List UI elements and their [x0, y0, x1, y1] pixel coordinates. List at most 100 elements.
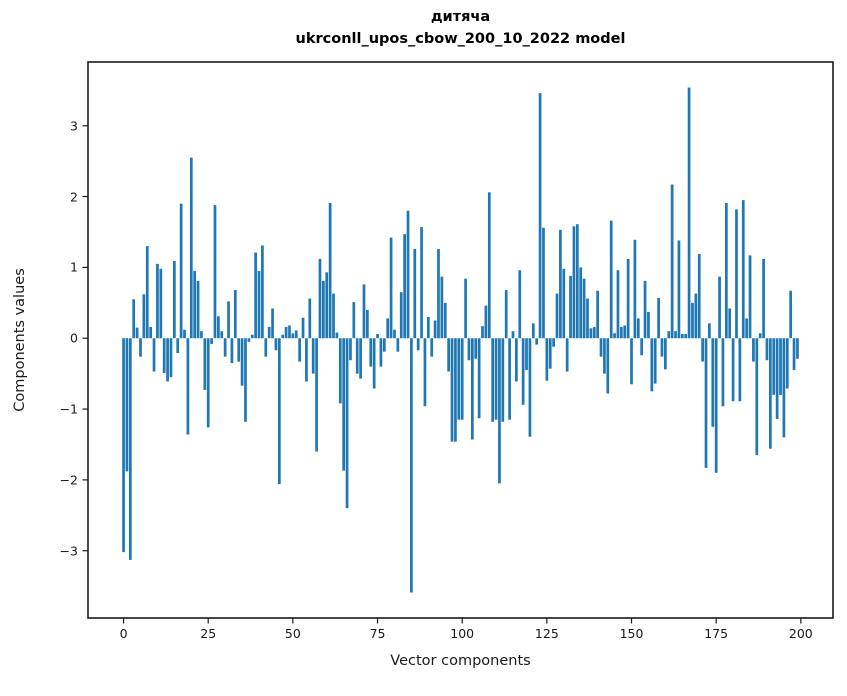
bar: [145, 246, 149, 339]
bar: [592, 326, 596, 339]
bar: [142, 294, 146, 339]
bar: [322, 280, 325, 339]
bar: [501, 338, 505, 422]
bar: [183, 329, 186, 339]
bar: [169, 338, 173, 378]
bar: [579, 267, 583, 339]
y-tick-label: 2: [70, 189, 78, 205]
bar: [515, 338, 518, 382]
bar: [264, 338, 268, 357]
bar: [257, 270, 261, 339]
bar: [454, 338, 457, 442]
bar: [569, 275, 572, 339]
bar: [308, 298, 312, 339]
bar: [325, 272, 329, 339]
bar: [223, 338, 227, 357]
bar: [691, 302, 694, 339]
x-tick-label: 75: [369, 626, 386, 641]
x-tick-label: 175: [704, 626, 729, 641]
bar: [542, 227, 545, 339]
bar: [525, 338, 528, 371]
bar: [559, 229, 562, 339]
bar: [122, 338, 125, 553]
bar: [704, 338, 708, 468]
bar: [575, 224, 579, 339]
bar: [613, 333, 616, 339]
bar: [711, 338, 715, 427]
bar: [369, 338, 373, 367]
bar: [484, 305, 488, 339]
bar: [765, 338, 769, 361]
y-axis-label: Components values: [12, 268, 28, 412]
bar: [315, 338, 318, 452]
bar: [376, 333, 379, 339]
bar: [332, 293, 335, 339]
bar: [792, 338, 796, 371]
bar: [420, 227, 423, 339]
bar: [650, 338, 654, 392]
bar: [423, 338, 427, 407]
bar: [752, 338, 755, 362]
bar: [599, 338, 603, 357]
bar: [443, 302, 447, 339]
bar: [220, 331, 224, 339]
bar: [135, 327, 139, 339]
bar: [708, 323, 711, 339]
bar: [430, 338, 434, 357]
bar: [511, 331, 515, 339]
bar: [193, 270, 197, 339]
bar: [311, 338, 315, 374]
bar: [653, 338, 657, 384]
bar: [582, 278, 586, 339]
bar: [633, 239, 637, 339]
bar: [677, 240, 681, 339]
bar: [755, 338, 759, 456]
bar: [620, 326, 623, 339]
bar: [657, 297, 660, 339]
bar: [660, 338, 664, 357]
bar: [606, 338, 610, 394]
bar: [491, 338, 495, 422]
bar: [328, 202, 332, 339]
bar: [244, 338, 247, 422]
y-tick-label: 1: [70, 259, 78, 275]
bar: [471, 338, 474, 440]
bar: [565, 338, 569, 372]
bar: [396, 338, 400, 352]
bar: [450, 338, 454, 442]
bar: [213, 205, 217, 339]
bar: [555, 293, 559, 339]
bar: [132, 299, 136, 339]
bar: [437, 248, 440, 339]
bar: [464, 278, 467, 339]
chart-title: дитяча ukrconll_upos_cbow_200_10_2022 mo…: [88, 7, 833, 51]
bar: [667, 331, 671, 339]
bar: [393, 329, 396, 339]
bar: [128, 338, 132, 560]
bar: [626, 258, 630, 339]
x-axis-label: Vector components: [390, 653, 531, 669]
bar: [731, 338, 735, 402]
bar: [267, 326, 271, 339]
bar: [139, 338, 142, 357]
bar: [775, 338, 779, 419]
bar: [173, 261, 176, 339]
bar: [674, 331, 677, 339]
bar: [382, 338, 386, 352]
bar: [758, 333, 762, 339]
bar: [247, 338, 251, 342]
bar: [301, 317, 305, 339]
bar: [552, 338, 555, 347]
bar: [240, 338, 244, 386]
bar: [271, 308, 274, 339]
bar: [609, 220, 613, 339]
bar: [210, 338, 213, 344]
y-tick-label: 3: [70, 118, 78, 134]
bar: [680, 333, 684, 339]
bar: [782, 338, 786, 438]
bar: [189, 157, 193, 339]
bar: [125, 338, 129, 472]
y-tick-label: −1: [59, 401, 78, 417]
bar: [487, 192, 491, 339]
bar: [433, 320, 437, 339]
